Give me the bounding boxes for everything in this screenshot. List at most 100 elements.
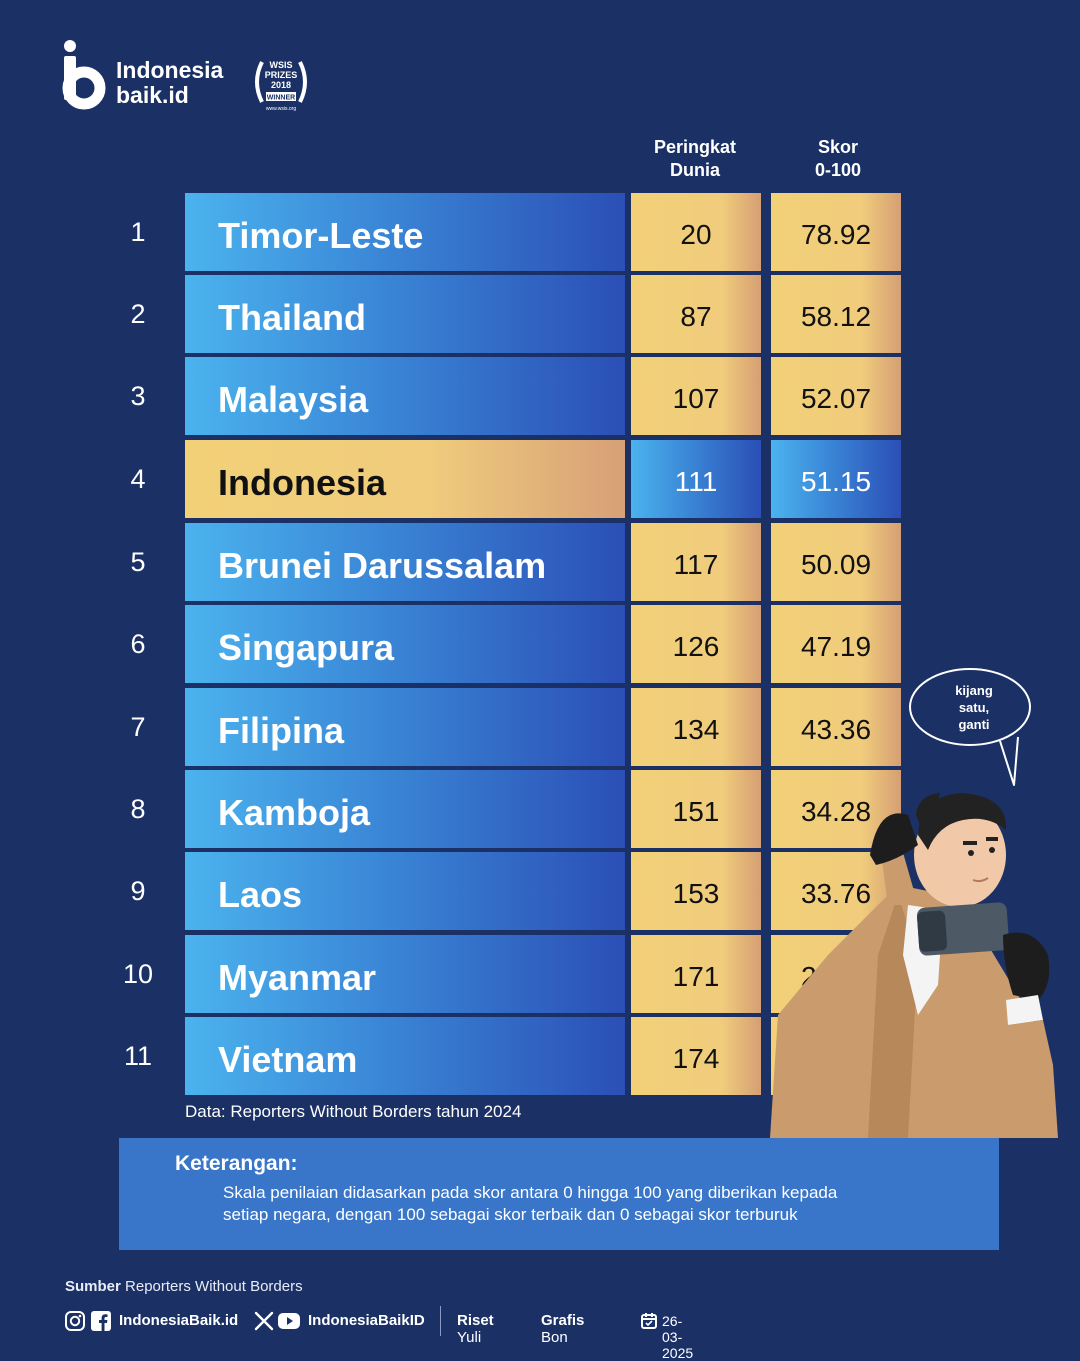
- youtube-icon[interactable]: [277, 1311, 301, 1331]
- footer-riset: Riset Yuli: [457, 1312, 494, 1346]
- world-rank-cell: 151: [631, 770, 761, 848]
- footer-grafis: Grafis Bon: [541, 1312, 585, 1346]
- instagram-icon[interactable]: [64, 1310, 86, 1332]
- country-bar: Malaysia: [185, 357, 625, 435]
- column-header-score: Skor 0-100: [814, 137, 862, 180]
- country-bar: Brunei Darussalam: [185, 523, 625, 601]
- world-rank-value: 107: [672, 383, 720, 414]
- world-rank-cell: 174: [631, 1017, 761, 1095]
- indonesia-baik-logo-icon: [62, 40, 106, 110]
- x-twitter-icon[interactable]: [254, 1311, 274, 1331]
- column-header-world-rank: Peringkat Dunia: [653, 137, 737, 180]
- country-bar: Kamboja: [185, 770, 625, 848]
- rank-number: 9: [130, 876, 146, 906]
- svg-text:WSIS: WSIS: [269, 60, 292, 70]
- score-cell: 43.36: [771, 688, 901, 766]
- world-rank-value: 134: [672, 714, 720, 745]
- score-cell: 52.07: [771, 357, 901, 435]
- rank-number: 10: [122, 959, 154, 989]
- score-cell: 47.19: [771, 605, 901, 683]
- detective-illustration: [770, 668, 1058, 1138]
- country-bar: Vietnam: [185, 1017, 625, 1095]
- score-value: 47.19: [800, 631, 872, 662]
- score-cell: 33.76: [771, 852, 901, 930]
- world-rank-cell: 126: [631, 605, 761, 683]
- speech-bubble-icon: [909, 668, 1031, 786]
- wsis-award-icon: WSIS PRIZES 2018 WINNER www.wsis.org: [255, 60, 307, 112]
- country-bar: Myanmar: [185, 935, 625, 1013]
- source-line: Sumber Reporters Without Borders: [65, 1278, 303, 1295]
- footer-divider: [440, 1306, 441, 1336]
- world-rank-cell: 153: [631, 852, 761, 930]
- country-bar: Singapura: [185, 605, 625, 683]
- country-name: Kamboja: [218, 792, 371, 833]
- world-rank-value: 171: [672, 961, 720, 992]
- world-rank-cell: 107: [631, 357, 761, 435]
- rank-number: 8: [130, 794, 146, 824]
- world-rank-value: 174: [672, 1043, 720, 1074]
- score-value: 58.12: [800, 301, 872, 332]
- score-value: 33.76: [800, 878, 872, 909]
- rank-number: 7: [130, 712, 146, 742]
- score-value: 34.28: [800, 796, 872, 827]
- country-bar: Thailand: [185, 275, 625, 353]
- score-value: 43.36: [800, 714, 872, 745]
- score-cell: 78.92: [771, 193, 901, 271]
- footer-handle-social[interactable]: IndonesiaBaikID: [308, 1312, 425, 1329]
- calendar-icon: [641, 1313, 657, 1329]
- score-value: 51.15: [800, 466, 872, 497]
- country-name: Myanmar: [218, 957, 377, 998]
- country-bar: Timor-Leste: [185, 193, 625, 271]
- svg-text:www.wsis.org: www.wsis.org: [266, 106, 297, 112]
- world-rank-cell: 87: [631, 275, 761, 353]
- country-name: Filipina: [218, 710, 344, 751]
- rank-number: 1: [130, 217, 146, 247]
- world-rank-cell: 171: [631, 935, 761, 1013]
- world-rank-cell: 117: [631, 523, 761, 601]
- speech-bubble-text: kijang satu, ganti: [955, 683, 993, 732]
- country-name: Malaysia: [218, 379, 369, 420]
- country-name: Laos: [218, 874, 303, 915]
- brand-name: Indonesia baik.id: [116, 57, 224, 108]
- country-name: Timor-Leste: [218, 215, 424, 256]
- legend-body: Skala penilaian didasarkan pada skor ant…: [223, 1183, 838, 1224]
- score-value: 50.09: [800, 549, 872, 580]
- world-rank-value: 126: [672, 631, 720, 662]
- world-rank-value: 20: [680, 219, 712, 250]
- country-name: Vietnam: [218, 1039, 358, 1080]
- country-name: Brunei Darussalam: [218, 545, 547, 586]
- rank-number: 6: [130, 629, 146, 659]
- svg-text:PRIZES: PRIZES: [265, 70, 298, 80]
- footer-date: 26-03-2025: [662, 1313, 694, 1361]
- country-name: Indonesia: [218, 462, 387, 503]
- world-rank-value: 153: [672, 878, 720, 909]
- legend-title: Keterangan:: [175, 1152, 298, 1175]
- legend-box: Keterangan: Skala penilaian didasarkan p…: [119, 1138, 999, 1250]
- data-source-note: Data: Reporters Without Borders tahun 20…: [185, 1102, 522, 1121]
- country-bar: Laos: [185, 852, 625, 930]
- country-name: Singapura: [218, 627, 395, 668]
- country-bar: Indonesia: [185, 440, 625, 518]
- world-rank-value: 111: [674, 466, 718, 497]
- world-rank-cell: 20: [631, 193, 761, 271]
- rank-number: 2: [130, 299, 146, 329]
- country-name: Thailand: [218, 297, 367, 338]
- score-value: 78.92: [800, 219, 872, 250]
- score-value: 52.07: [800, 383, 872, 414]
- world-rank-cell: 111: [631, 440, 761, 518]
- country-bar: Filipina: [185, 688, 625, 766]
- score-cell: 50.09: [771, 523, 901, 601]
- score-cell: 58.12: [771, 275, 901, 353]
- score-cell: 51.15: [771, 440, 901, 518]
- svg-text:2018: 2018: [271, 80, 291, 90]
- rank-number: 11: [123, 1041, 153, 1071]
- svg-text:WINNER: WINNER: [267, 95, 295, 102]
- rank-number: 5: [130, 547, 146, 577]
- facebook-icon[interactable]: [90, 1310, 112, 1332]
- world-rank-value: 117: [673, 549, 719, 580]
- rank-number: 4: [130, 464, 146, 494]
- world-rank-value: 151: [672, 796, 720, 827]
- footer-handle-website[interactable]: IndonesiaBaik.id: [119, 1312, 239, 1329]
- brand-logo: Indonesia baik.id WSIS PRIZES 2018 WINNE…: [62, 38, 322, 118]
- rank-number: 3: [130, 381, 146, 411]
